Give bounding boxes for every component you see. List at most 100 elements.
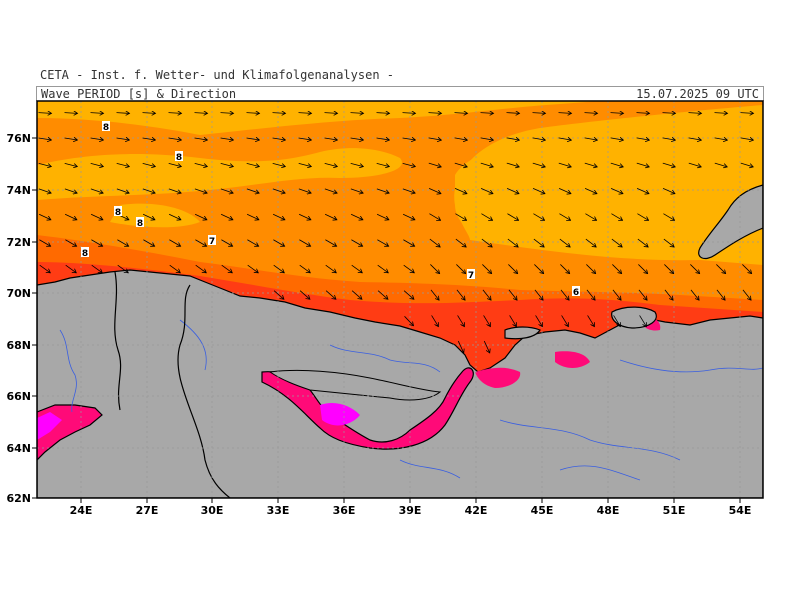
direction-arrow xyxy=(740,138,754,140)
direction-arrow xyxy=(454,162,467,167)
direction-arrow xyxy=(221,264,233,273)
contour-labels: 8 8 8 8 8 7 7 6 xyxy=(81,121,580,298)
graticule xyxy=(37,101,763,498)
direction-arrow xyxy=(64,213,77,219)
direction-arrow xyxy=(247,239,258,247)
white-sea-inner xyxy=(320,403,360,426)
direction-arrow xyxy=(65,264,77,273)
direction-arrow xyxy=(507,213,518,221)
direction-arrow xyxy=(664,264,673,273)
direction-arrow xyxy=(324,213,337,219)
direction-arrow xyxy=(39,264,51,273)
direction-arrow xyxy=(612,264,621,273)
direction-arrow xyxy=(38,188,51,193)
direction-arrow xyxy=(428,187,441,193)
direction-arrow xyxy=(376,213,389,219)
direction-arrow xyxy=(560,264,569,273)
direction-arrow xyxy=(532,187,545,193)
direction-arrow xyxy=(64,163,78,166)
direction-arrow xyxy=(506,162,519,167)
direction-arrow xyxy=(690,289,699,300)
direction-arrow xyxy=(584,162,597,167)
direction-arrow xyxy=(91,239,102,247)
direction-arrow xyxy=(639,315,647,326)
direction-arrow xyxy=(636,138,650,140)
direction-arrow xyxy=(532,162,545,167)
direction-arrow xyxy=(506,187,519,193)
lon-label: 48E xyxy=(597,504,620,517)
direction-arrow xyxy=(403,239,414,247)
direction-arrow xyxy=(587,315,595,326)
direction-arrow xyxy=(64,138,78,140)
contour-label: 7 xyxy=(209,237,215,247)
direction-arrow xyxy=(65,239,76,247)
land-novaya-zemlya xyxy=(698,184,763,260)
lat-label: 66N xyxy=(6,390,31,403)
direction-arrow xyxy=(585,213,596,221)
direction-arrow xyxy=(428,162,441,167)
direction-arrow xyxy=(454,138,468,140)
direction-arrow xyxy=(142,138,156,140)
direction-arrow xyxy=(298,188,311,193)
direction-arrow xyxy=(90,138,104,140)
direction-arrow xyxy=(610,162,623,167)
country-borders xyxy=(114,271,231,498)
peninsula-kanin xyxy=(504,326,541,340)
lat-label: 72N xyxy=(6,236,31,249)
direction-arrow xyxy=(483,315,491,326)
lon-label: 30E xyxy=(201,504,224,517)
direction-arrow xyxy=(456,289,465,300)
latitude-axis: 76N 74N 72N 70N 68N 66N 64N 62N xyxy=(6,132,37,505)
direction-arrow xyxy=(535,315,543,326)
direction-arrow xyxy=(64,188,77,193)
lon-label: 54E xyxy=(729,504,752,517)
direction-arrow xyxy=(298,113,312,114)
direction-arrow xyxy=(64,113,78,114)
lat-label: 68N xyxy=(6,339,31,352)
lat-label: 74N xyxy=(6,184,31,197)
direction-arrow xyxy=(532,113,546,114)
direction-arrow xyxy=(480,187,493,193)
direction-arrow xyxy=(688,162,701,167)
direction-arrow xyxy=(169,264,181,273)
direction-arrow xyxy=(324,138,338,140)
direction-arrow xyxy=(663,213,674,221)
direction-arrow xyxy=(506,113,520,114)
direction-arrow xyxy=(272,113,286,114)
direction-arrow xyxy=(742,264,751,273)
direction-arrow xyxy=(637,238,648,247)
direction-arrow xyxy=(559,213,570,221)
direction-arrow xyxy=(636,162,649,167)
direction-arrow xyxy=(350,163,364,166)
direction-arrow xyxy=(350,113,364,114)
direction-arrow xyxy=(638,264,647,273)
direction-arrow xyxy=(168,163,182,166)
direction-arrow xyxy=(142,163,156,166)
direction-arrow xyxy=(272,213,285,219)
direction-arrow xyxy=(480,113,494,114)
lon-label: 42E xyxy=(465,504,488,517)
direction-arrow xyxy=(91,264,103,273)
contour-label: 8 xyxy=(82,249,88,259)
bay-low-period xyxy=(475,367,521,388)
direction-arrow xyxy=(662,162,675,167)
direction-arrow xyxy=(351,264,363,273)
direction-arrow xyxy=(246,213,259,219)
direction-arrow xyxy=(508,264,517,273)
direction-arrow xyxy=(325,239,336,247)
direction-arrow xyxy=(740,162,753,167)
direction-arrow xyxy=(220,163,234,166)
direction-arrow xyxy=(220,213,233,219)
lon-label: 24E xyxy=(70,504,93,517)
direction-arrow xyxy=(455,213,466,221)
institute-credit: CETA - Inst. f. Wetter- und Klimafolgena… xyxy=(40,68,395,82)
direction-arrow xyxy=(509,315,517,326)
direction-arrow xyxy=(662,187,675,193)
direction-arrow xyxy=(533,238,544,247)
direction-arrow xyxy=(298,138,312,140)
direction-arrow xyxy=(585,238,596,247)
direction-arrow xyxy=(38,213,51,219)
map-frame xyxy=(36,100,764,499)
direction-arrow xyxy=(351,290,362,300)
direction-arrow xyxy=(298,163,312,166)
